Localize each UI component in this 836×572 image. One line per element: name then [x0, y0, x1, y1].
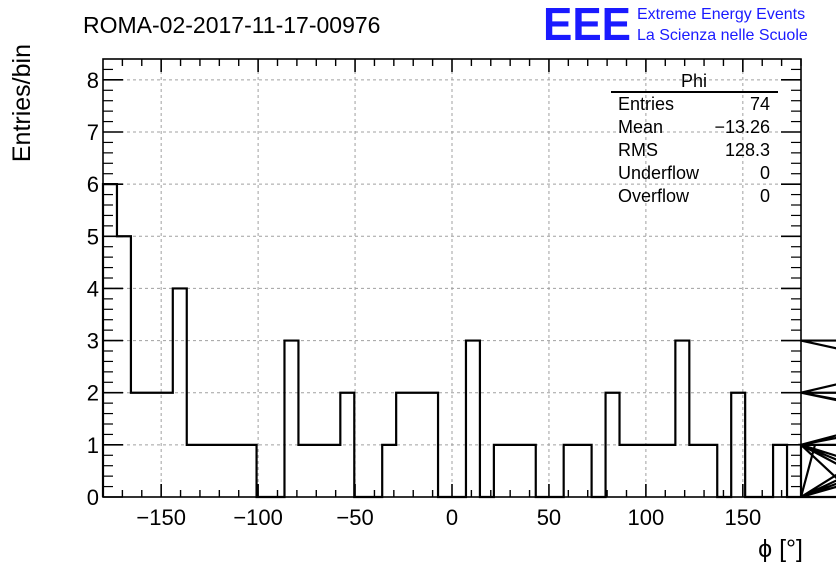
y-tick-label: 7 [87, 120, 99, 145]
org-name-line1: Extreme Energy Events [637, 6, 805, 23]
y-tick-label: 3 [87, 329, 99, 354]
x-tick-label: 150 [724, 505, 761, 530]
y-tick-label: 6 [87, 172, 99, 197]
y-tick-label: 1 [87, 433, 99, 458]
y-tick-label: 2 [87, 381, 99, 406]
x-tick-label: 100 [628, 505, 665, 530]
stats-label: RMS [618, 140, 658, 160]
stats-box-title: Phi [681, 71, 707, 91]
y-tick-label: 0 [87, 485, 99, 510]
x-tick-label: −100 [233, 505, 283, 530]
stats-label: Entries [618, 94, 674, 114]
y-tick-label: 8 [87, 68, 99, 93]
tick-labels: −150 −100 −50 0 50 100 150 0 1 2 3 4 5 6 7 8 [87, 68, 761, 530]
stats-value: 0 [760, 186, 770, 206]
x-tick-label: −50 [336, 505, 373, 530]
y-tick-label: 4 [87, 276, 99, 301]
y-axis-label: Entries/bin [8, 44, 36, 162]
org-name-line2: La Scienza nelle Scuole [637, 27, 808, 44]
eee-logo: EEE [543, 0, 631, 50]
grid-lines [103, 59, 801, 497]
stats-box: Phi Entries 74 Mean −13.26 RMS 128.3 Underflow… [611, 71, 778, 206]
run-title: ROMA-02-2017-11-17-00976 [83, 12, 380, 38]
x-axis-label: ϕ [°] [758, 535, 803, 563]
y-tick-label: 5 [87, 224, 99, 249]
x-tick-label: 0 [446, 505, 458, 530]
stats-rows: Entries 74 Mean −13.26 RMS 128.3 Underflow 0 Ove… [618, 94, 770, 206]
histogram [101, 183, 836, 499]
stats-label: Overflow [618, 186, 690, 206]
stats-label: Mean [618, 117, 663, 137]
x-tick-label: −150 [136, 505, 186, 530]
stats-value: 74 [750, 94, 770, 114]
x-tick-label: 50 [537, 505, 561, 530]
stats-value: −13.26 [714, 117, 770, 137]
stats-label: Underflow [618, 163, 700, 183]
histogram-outline [101, 183, 836, 499]
axes [102, 58, 802, 498]
stats-value: 0 [760, 163, 770, 183]
stats-value: 128.3 [725, 140, 770, 160]
